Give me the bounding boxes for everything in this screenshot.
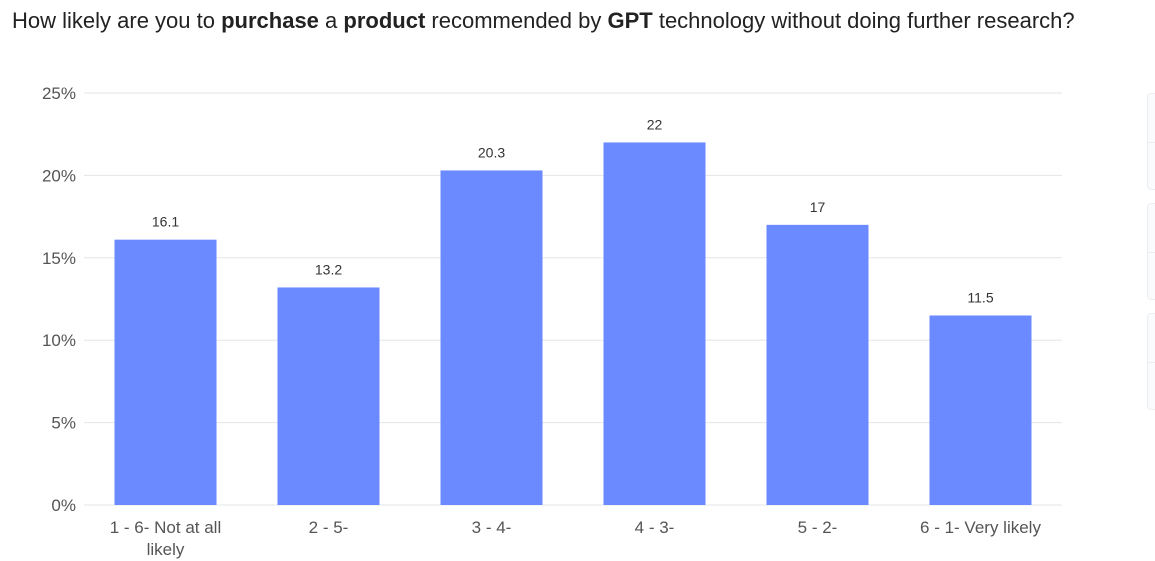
title-part: GPT — [607, 8, 653, 33]
side-panel-tab[interactable] — [1147, 203, 1155, 300]
y-tick-label: 15% — [42, 249, 76, 268]
data-labels: 16.1 13.2 20.3 22 17 11.5 — [152, 116, 994, 305]
title-part: a — [318, 8, 344, 33]
bar — [277, 287, 380, 505]
x-tick-label: likely — [147, 540, 185, 559]
bar — [766, 224, 869, 505]
bars — [114, 142, 1032, 505]
title-part: How likely are you to — [12, 8, 222, 33]
y-tick-label: 5% — [51, 414, 76, 433]
title-part: technology without doing further researc… — [652, 8, 1075, 33]
x-tick-label: 2 - 5- — [309, 518, 349, 537]
side-panel-tab[interactable] — [1147, 93, 1155, 190]
data-label: 22 — [647, 116, 663, 132]
data-label: 13.2 — [315, 261, 342, 277]
data-label: 11.5 — [967, 289, 993, 305]
y-tick-label: 0% — [51, 496, 76, 515]
x-axis-ticks: 1 - 6- Not at all likely 2 - 5- 3 - 4- 4 - 3… — [110, 518, 1042, 559]
x-tick-label: 3 - 4- — [472, 518, 512, 537]
title-part: purchase — [221, 8, 319, 33]
bar — [440, 170, 543, 505]
x-tick-label: 4 - 3- — [635, 518, 675, 537]
gridlines — [84, 92, 1062, 506]
bar — [114, 239, 217, 505]
data-label: 20.3 — [478, 144, 505, 160]
y-tick-label: 25% — [42, 84, 76, 103]
x-tick-label: 1 - 6- Not at all — [110, 518, 222, 537]
y-tick-label: 20% — [42, 166, 76, 185]
data-label: 17 — [810, 199, 826, 215]
x-tick-label: 6 - 1- Very likely — [920, 518, 1041, 537]
bar — [603, 142, 706, 505]
data-label: 16.1 — [152, 214, 179, 230]
x-tick-label: 5 - 2- — [798, 518, 838, 537]
side-panel-tab[interactable] — [1147, 313, 1155, 410]
bar — [929, 315, 1032, 505]
title-part: recommended by — [425, 8, 608, 33]
y-axis-ticks: 0% 5% 10% 15% 20% 25% — [42, 84, 76, 515]
title-part: product — [343, 8, 426, 33]
y-tick-label: 10% — [42, 331, 76, 350]
chart-title: How likely are you to purchase a product… — [12, 8, 1075, 34]
